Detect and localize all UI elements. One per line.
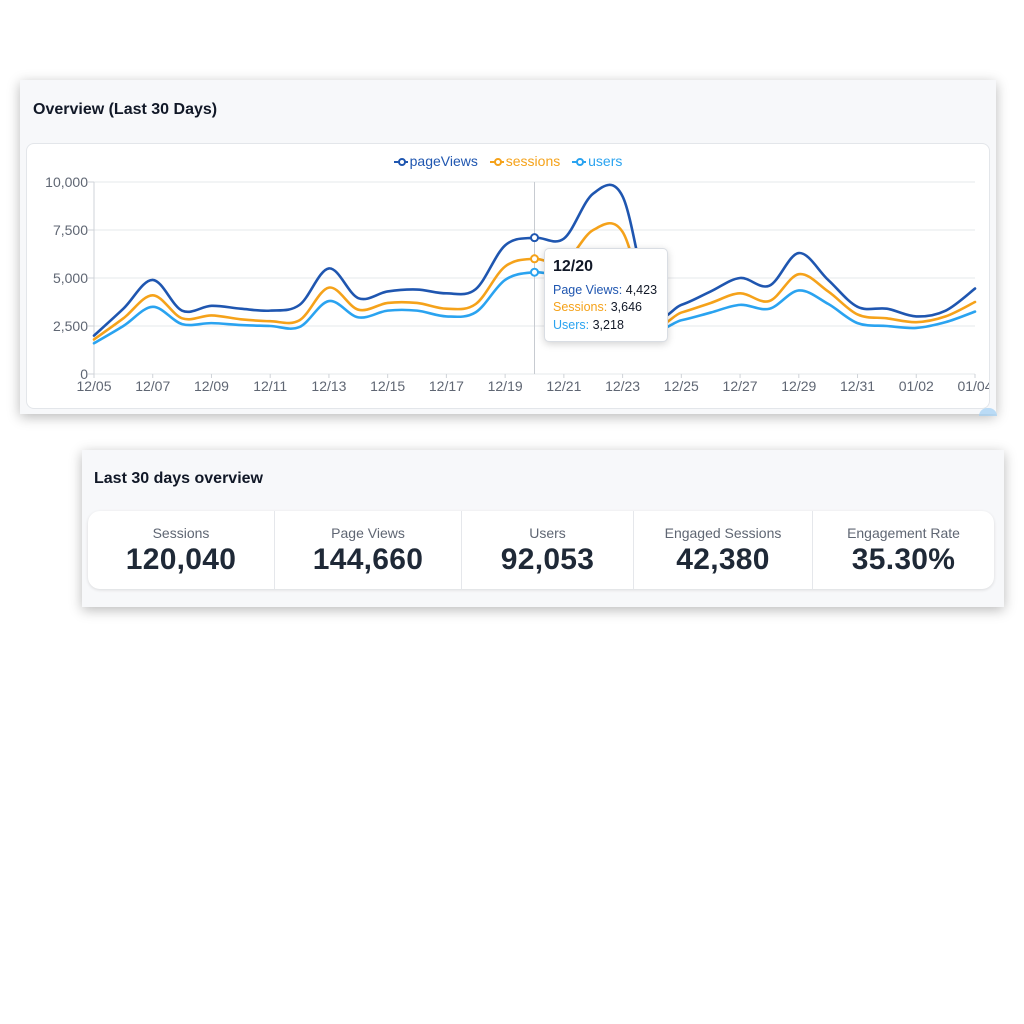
legend-marker-icon	[572, 157, 587, 167]
hover-point	[530, 267, 539, 277]
tooltip-value: 3,218	[592, 317, 624, 332]
legend-marker-icon	[489, 157, 504, 167]
stat-value: 35.30%	[851, 543, 956, 576]
stat-sessions: Sessions 120,040	[88, 511, 275, 589]
y-tick-label: 7,500	[53, 222, 88, 238]
x-tick-label: 12/19	[488, 378, 523, 394]
y-tick-label: 5,000	[53, 270, 88, 286]
legend-label: sessions	[505, 153, 561, 169]
x-tick-label: 12/27	[723, 378, 758, 394]
stat-engagement-rate: Engagement Rate 35.30%	[813, 511, 994, 589]
chart-panel: pageViews sessions users 0 2,500 5,000 7,50…	[26, 143, 990, 409]
y-tick-label: 2,500	[53, 318, 88, 334]
x-tick-label: 12/21	[546, 378, 581, 394]
x-tick-label: 01/02	[899, 378, 934, 394]
legend-label: users	[588, 153, 623, 169]
hover-point	[530, 254, 539, 264]
tooltip-value: 4,423	[625, 282, 658, 297]
tooltip-label: Page Views:	[553, 282, 623, 297]
stat-value: 92,053	[500, 543, 595, 576]
x-tick-label: 12/15	[370, 378, 405, 394]
x-tick-label: 12/11	[253, 378, 287, 394]
stat-label: Engagement Rate	[847, 525, 960, 541]
tooltip-label: Users:	[553, 317, 590, 332]
legend-marker-icon	[393, 157, 408, 167]
chart-tooltip: 12/20 Page Views: 4,423 Sessions: 3,646 …	[544, 248, 668, 342]
x-tick-label: 12/07	[135, 378, 170, 394]
y-tick-label: 0	[80, 366, 88, 382]
scroll-indicator	[979, 408, 997, 416]
overview-card: Overview (Last 30 Days) pageViews sessio…	[20, 80, 997, 416]
x-tick-label: 12/31	[840, 378, 875, 394]
stat-engaged-sessions: Engaged Sessions 42,380	[634, 511, 813, 589]
overview-title: Overview (Last 30 Days)	[33, 101, 218, 118]
tooltip-row-pageviews: Page Views: 4,423	[553, 282, 667, 300]
hover-point	[530, 233, 539, 243]
tooltip-row-sessions: Sessions: 3,646	[553, 299, 667, 317]
x-tick-label: 12/23	[605, 378, 640, 394]
line-chart[interactable]: 0 2,500 5,000 7,500 10,000 12/05 12/07 12/09 12/…	[27, 144, 989, 408]
stat-label: Sessions	[152, 525, 210, 541]
stat-label: Engaged Sessions	[664, 525, 782, 541]
legend-item-pageviews[interactable]: pageViews	[393, 153, 478, 169]
tooltip-label: Sessions:	[553, 300, 608, 314]
tooltip-date: 12/20	[553, 258, 594, 275]
stat-page-views: Page Views 144,660	[275, 511, 462, 589]
stats-row: Sessions 120,040 Page Views 144,660 User…	[88, 511, 994, 589]
chart-legend: pageViews sessions users	[27, 153, 989, 169]
stat-users: Users 92,053	[462, 511, 634, 589]
x-tick-label: 12/17	[429, 378, 464, 394]
tooltip-row-users: Users: 3,218	[553, 317, 667, 335]
tooltip-value: 3,646	[610, 300, 642, 314]
y-tick-label: 10,000	[45, 174, 88, 190]
x-tick-label: 12/13	[311, 378, 346, 394]
stat-value: 120,040	[125, 543, 237, 576]
stat-label: Page Views	[331, 525, 405, 541]
legend-item-sessions[interactable]: sessions	[489, 153, 561, 169]
x-tick-label: 12/09	[194, 378, 229, 394]
stat-label: Users	[529, 525, 566, 541]
x-tick-label: 12/25	[664, 378, 699, 394]
x-tick-label: 12/29	[781, 378, 816, 394]
legend-label: pageViews	[409, 153, 478, 169]
stat-value: 42,380	[676, 543, 770, 576]
stat-value: 144,660	[312, 543, 424, 576]
x-tick-label: 12/05	[76, 378, 111, 394]
summary-card: Last 30 days overview Sessions 120,040 P…	[82, 450, 1004, 607]
x-tick-label: 01/04	[957, 378, 989, 394]
summary-title: Last 30 days overview	[94, 470, 263, 487]
legend-item-users[interactable]: users	[572, 153, 622, 169]
